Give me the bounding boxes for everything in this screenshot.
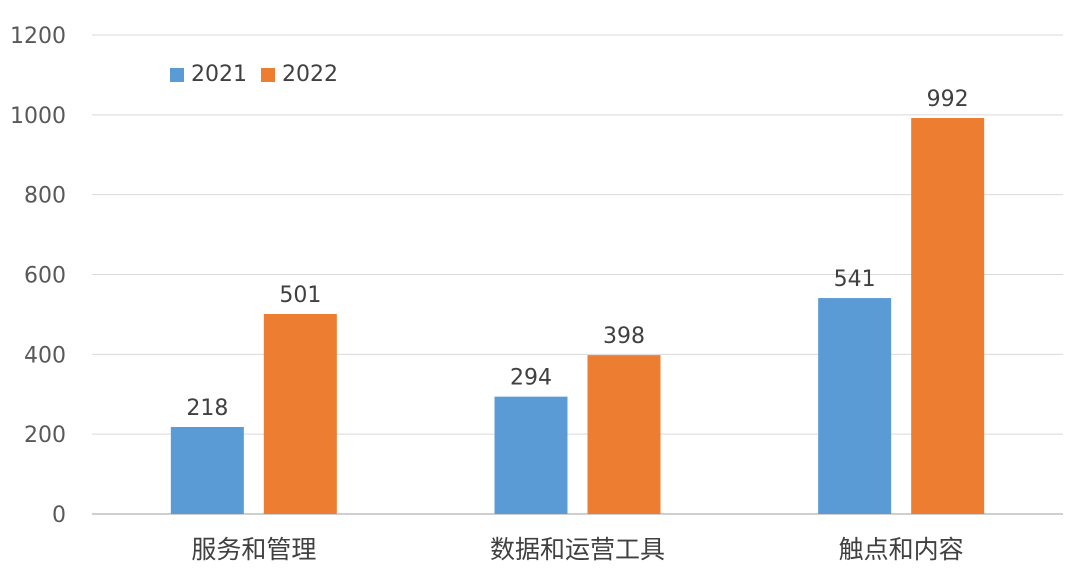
y-axis-tick-labels: 0 200 400 600 800 1000 1200 [10,24,66,528]
data-label-2021-0: 218 [186,396,228,421]
bar-2022-1 [587,355,661,514]
y-tick-label: 600 [24,264,66,289]
x-axis-category-labels: 服务和管理 数据和运营工具 触点和内容 [191,535,963,564]
data-label-2022-0: 501 [279,283,321,308]
data-label-2022-2: 992 [927,87,969,112]
legend-item-2022: 2022 [261,62,338,87]
legend-item-2021: 2021 [170,62,247,87]
data-label-2022-1: 398 [603,324,645,349]
x-category-label: 触点和内容 [839,535,964,564]
bar-2021-1 [494,396,568,514]
legend-swatch-2021 [170,67,184,82]
y-tick-label: 400 [24,343,66,368]
data-label-2021-1: 294 [510,366,552,391]
gridlines [92,34,1063,515]
data-label-2021-2: 541 [834,267,876,292]
legend: 2021 2022 [170,62,338,87]
x-category-label: 数据和运营工具 [490,535,665,564]
legend-label-2022: 2022 [282,62,338,87]
y-tick-label: 0 [52,503,66,528]
bars [170,118,985,514]
bar-2022-2 [911,118,985,514]
data-labels: 218 501 294 398 541 992 [186,87,968,421]
legend-label-2021: 2021 [191,62,247,87]
bar-2021-0 [170,426,244,514]
bar-2021-2 [818,298,892,514]
y-tick-label: 200 [24,423,66,448]
y-tick-label: 1000 [10,104,66,129]
legend-swatch-2022 [261,67,275,82]
x-category-label: 服务和管理 [191,535,316,564]
y-tick-label: 1200 [10,24,66,49]
bar-2022-0 [263,314,337,514]
y-tick-label: 800 [24,184,66,209]
